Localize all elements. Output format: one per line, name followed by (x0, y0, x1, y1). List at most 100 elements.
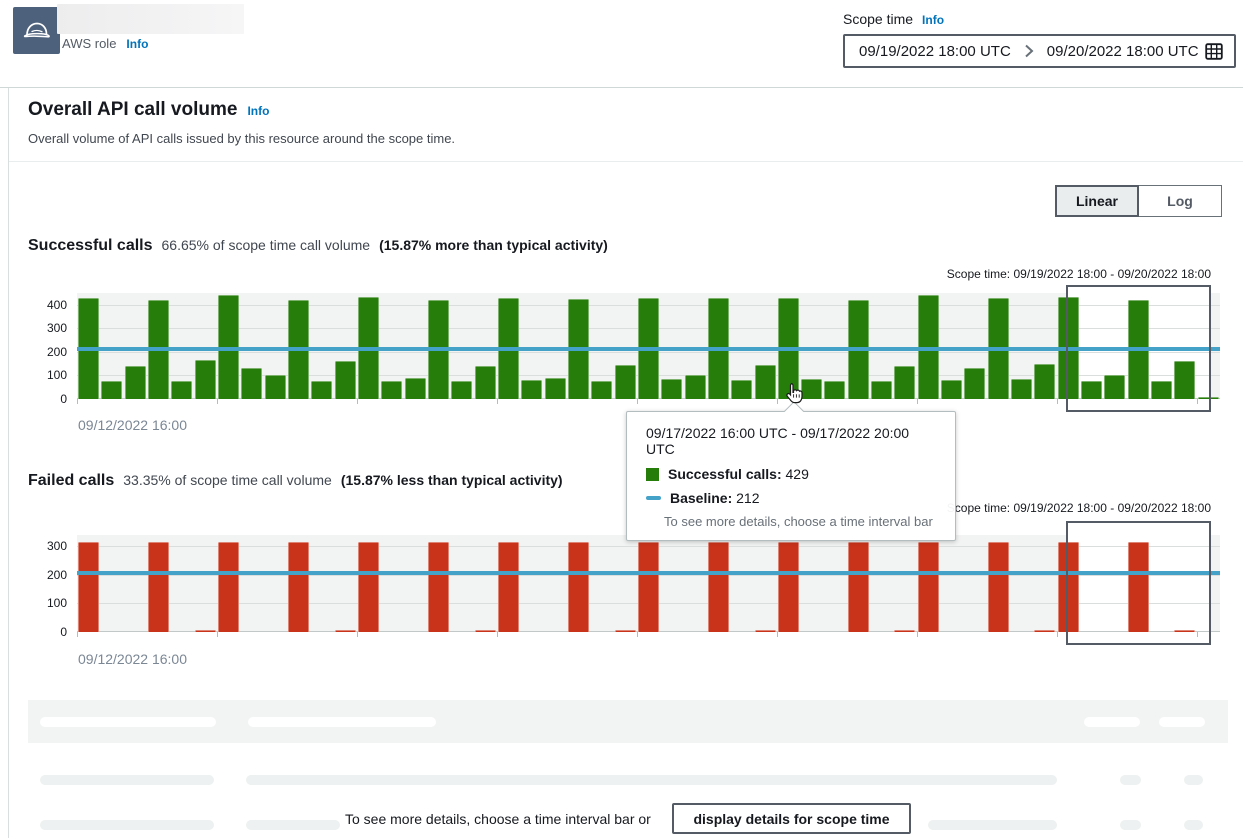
time-interval-bar[interactable] (567, 542, 589, 632)
time-interval-bar[interactable] (707, 542, 729, 632)
skeleton-header-cell (248, 717, 436, 727)
skeleton-row-cell (40, 820, 214, 830)
time-interval-bar[interactable] (497, 542, 519, 632)
time-interval-bar[interactable] (287, 542, 309, 632)
time-interval-bar[interactable] (148, 542, 169, 632)
scope-end-value: 09/20/2022 18:00 UTC (1046, 42, 1199, 60)
time-interval-bar[interactable] (684, 375, 706, 399)
time-interval-bar[interactable] (917, 542, 939, 632)
time-interval-bar[interactable] (614, 364, 636, 399)
aws-role-label: AWS role (62, 36, 117, 51)
panel-left-border (8, 88, 9, 838)
tooltip-hint: To see more details, choose a time inter… (664, 514, 933, 529)
time-interval-bar[interactable] (1174, 630, 1196, 632)
x-axis-tick (77, 632, 78, 637)
time-interval-bar[interactable] (218, 542, 239, 632)
time-interval-bar[interactable] (614, 630, 636, 632)
panel-info-link[interactable]: Info (247, 104, 270, 118)
time-interval-bar[interactable] (871, 381, 893, 399)
y-axis-tick-label: 300 (46, 539, 67, 553)
time-interval-bar[interactable] (1151, 381, 1172, 399)
skeleton-row-cell (1120, 775, 1141, 785)
time-interval-bar[interactable] (171, 381, 193, 399)
time-interval-bar[interactable] (78, 542, 99, 632)
time-interval-bar[interactable] (124, 366, 146, 399)
successful-plot-area (77, 293, 1220, 404)
time-interval-bar[interactable] (754, 630, 776, 632)
time-interval-bar[interactable] (241, 368, 263, 399)
failed-scope-time-box (1066, 521, 1211, 645)
x-axis-tick (496, 632, 498, 637)
y-axis-tick-label: 0 (60, 625, 67, 639)
x-axis-tick (1056, 399, 1058, 404)
time-interval-bar[interactable] (311, 381, 333, 399)
y-axis-tick-label: 100 (46, 596, 67, 610)
time-interval-bar[interactable] (334, 630, 356, 632)
time-interval-bar[interactable] (544, 377, 566, 399)
successful-y-axis: 0 100 200 300 400 (30, 293, 70, 406)
time-interval-bar[interactable] (451, 381, 473, 399)
time-interval-bar[interactable] (941, 380, 963, 399)
y-axis-tick-label: 400 (46, 298, 67, 312)
failed-plot-area (77, 535, 1220, 637)
time-interval-bar[interactable] (1174, 361, 1196, 399)
time-interval-bar[interactable] (357, 542, 379, 632)
x-axis-tick (916, 632, 918, 637)
tooltip-baseline-label: Baseline: (670, 490, 733, 506)
scope-time-range-picker[interactable]: 09/19/2022 18:00 UTC 09/20/2022 18:00 UT… (843, 34, 1236, 68)
time-interval-bar[interactable] (1034, 363, 1056, 399)
time-interval-bar[interactable] (847, 542, 869, 632)
scope-time-label: Scope time (843, 11, 914, 27)
time-interval-bar[interactable] (777, 542, 799, 632)
time-interval-bar[interactable] (987, 542, 1009, 632)
time-interval-bar[interactable] (334, 361, 356, 399)
time-interval-bar[interactable] (754, 364, 776, 399)
calendar-icon[interactable] (1205, 42, 1223, 60)
time-interval-bar[interactable] (521, 380, 543, 399)
log-scale-button[interactable]: Log (1138, 185, 1222, 217)
time-interval-bar[interactable] (1034, 630, 1056, 632)
x-axis-tick (636, 632, 638, 637)
time-interval-bar[interactable] (101, 381, 123, 399)
x-axis-tick (217, 632, 218, 637)
time-interval-bar[interactable] (637, 542, 659, 632)
aws-role-entity-icon (13, 7, 60, 54)
time-interval-bar[interactable] (381, 381, 403, 399)
time-interval-bar[interactable] (194, 630, 216, 632)
time-interval-bar[interactable] (1081, 381, 1102, 399)
tooltip-series-value: 429 (785, 466, 809, 482)
y-axis-tick-label: 200 (46, 568, 67, 582)
time-interval-bar[interactable] (404, 377, 426, 399)
time-interval-bar[interactable] (474, 630, 496, 632)
display-details-for-scope-time-button[interactable]: display details for scope time (672, 803, 911, 834)
time-interval-bar[interactable] (731, 380, 753, 399)
time-interval-bar[interactable] (1127, 542, 1149, 632)
failed-calls-heading: Failed calls (28, 472, 115, 489)
time-interval-bar[interactable] (894, 366, 916, 399)
header-divider (0, 87, 1243, 88)
baseline-line (77, 347, 1220, 352)
time-interval-bar[interactable] (1197, 396, 1219, 399)
aws-role-info-link[interactable]: Info (126, 37, 149, 51)
x-axis-tick (776, 399, 778, 404)
time-interval-bar[interactable] (1011, 379, 1033, 399)
scope-time-info-link[interactable]: Info (922, 13, 945, 27)
scope-start-value: 09/19/2022 18:00 UTC (859, 42, 1011, 60)
linear-scale-button[interactable]: Linear (1055, 185, 1139, 217)
time-interval-bar[interactable] (591, 381, 613, 399)
panel-divider (9, 161, 1243, 162)
time-interval-bar[interactable] (894, 630, 916, 632)
time-interval-bar[interactable] (661, 379, 683, 399)
time-interval-bar[interactable] (824, 381, 846, 399)
tooltip-time-range: 09/17/2022 16:00 UTC - 09/17/2022 20:00 … (646, 425, 910, 457)
time-interval-bar[interactable] (427, 542, 449, 632)
time-interval-bar[interactable] (194, 360, 216, 399)
time-interval-bar[interactable] (801, 379, 823, 399)
time-interval-bar[interactable] (264, 375, 286, 399)
time-interval-bar[interactable] (1104, 375, 1126, 399)
successful-calls-stat-emphasis: (15.87% more than typical activity) (379, 237, 608, 253)
time-interval-bar[interactable] (964, 368, 986, 399)
tooltip-baseline-value: 212 (736, 490, 760, 506)
time-interval-bar[interactable] (1057, 542, 1079, 632)
time-interval-bar[interactable] (474, 366, 496, 399)
